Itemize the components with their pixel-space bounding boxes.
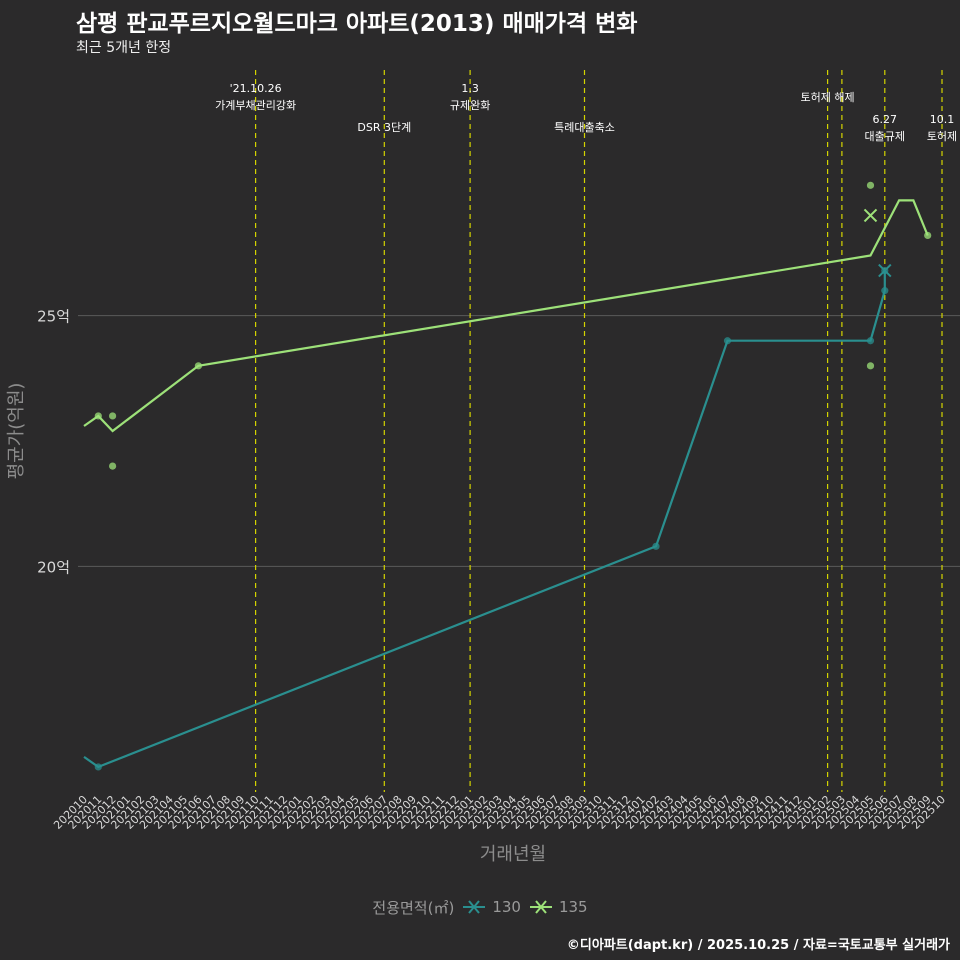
legend-label-130: 130	[492, 898, 521, 916]
legend-title: 전용면적(㎡)	[372, 898, 455, 917]
event-date: 6.27	[873, 113, 898, 126]
source-caption: ©디아파트(dapt.kr) / 2025.10.25 / 자료=국토교통부 실…	[566, 938, 950, 953]
data-point-130	[866, 337, 875, 345]
data-point-135	[866, 181, 875, 189]
y-axis-label: 평균가(억원)	[6, 383, 27, 480]
data-point-130	[723, 337, 732, 345]
legend-key-130-icon	[463, 900, 486, 914]
data-point-130	[881, 287, 889, 295]
y-tick-label: 25억	[37, 308, 70, 326]
cross-marker-130	[878, 263, 892, 278]
data-point-135	[94, 412, 102, 420]
event-date: 10.1	[930, 113, 955, 126]
data-point-135	[109, 462, 117, 470]
event-label: 토허제	[927, 130, 957, 143]
chart-title: 삼평 판교푸르지오월드마크 아파트(2013) 매매가격 변화	[76, 11, 638, 37]
series-line-130	[83, 270, 886, 769]
legend: 전용면적(㎡) 130 135	[0, 896, 960, 918]
data-point-135	[109, 412, 117, 420]
legend-key-135-icon	[529, 900, 552, 914]
legend-item-130: 130	[462, 898, 521, 916]
cross-marker-135	[863, 208, 878, 223]
legend-label-135: 135	[558, 898, 588, 916]
event-label: DSR 3단계	[357, 121, 411, 134]
event-label: 규제완화	[450, 99, 490, 112]
event-label: 대출규제	[865, 130, 905, 143]
chart-subtitle: 최근 5개년 한정	[76, 40, 172, 56]
y-tick-label: 20억	[37, 558, 70, 576]
data-point-135	[194, 362, 202, 370]
data-point-135	[866, 362, 875, 370]
event-label: 가계부채관리강화	[215, 99, 296, 112]
event-label: 특례대출축소	[554, 121, 615, 134]
event-date: '21.10.26	[230, 82, 282, 95]
data-point-130	[652, 542, 660, 550]
x-axis-label: 거래년월	[480, 844, 546, 865]
event-label: 토허제 해제	[801, 90, 855, 104]
data-point-130	[94, 763, 102, 771]
legend-item-135: 135	[529, 898, 588, 916]
data-point-135	[924, 231, 932, 240]
event-date: 1.3	[461, 82, 479, 95]
